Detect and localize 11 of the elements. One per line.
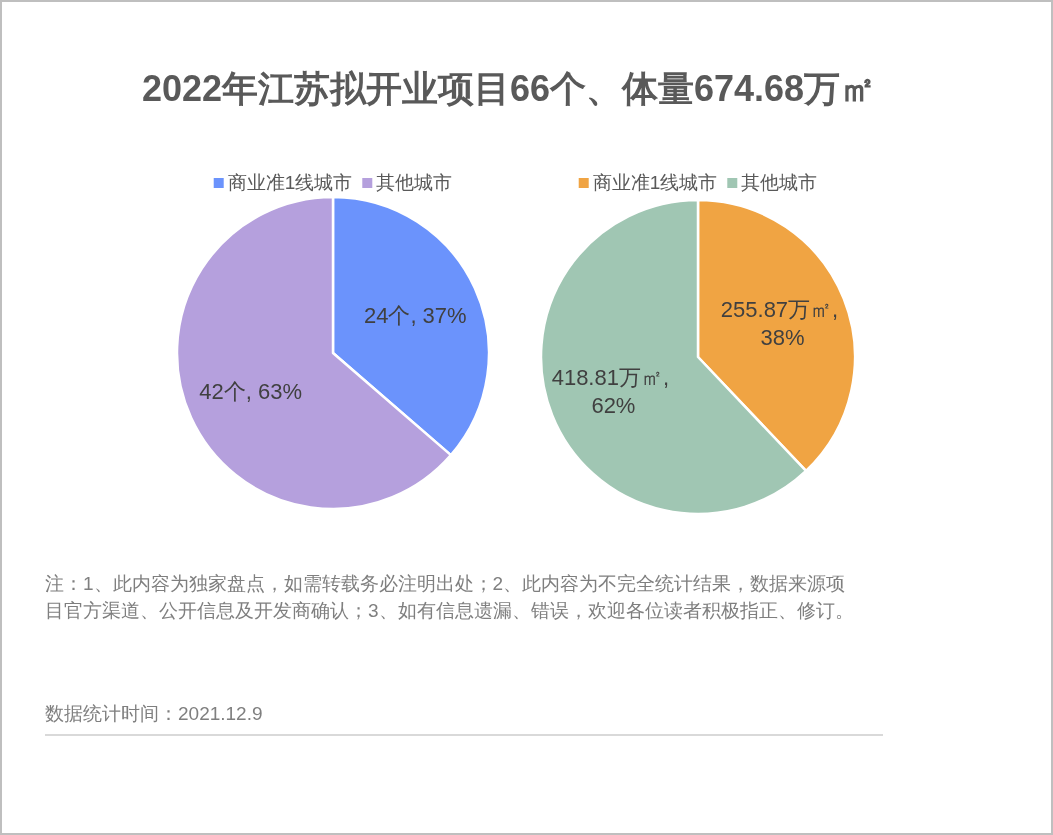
legend-label: 其他城市 [741, 172, 818, 193]
legend-label: 其他城市 [376, 172, 453, 193]
legend-label: 商业准1线城市 [227, 172, 353, 193]
chart-title: 2022年江苏拟开业项目66个、体量674.68万㎡ [141, 68, 877, 109]
data-label: 24个, 37% [363, 303, 467, 329]
data-label: 42个, 63% [199, 378, 303, 404]
data-label: 418.81万㎡, 62% [551, 364, 676, 418]
legend: 商业准1线城市 其他城市 [213, 172, 453, 193]
legend: 商业准1线城市 其他城市 [578, 172, 818, 193]
data-label: 255.87万㎡, 38% [720, 297, 845, 351]
legend-label: 商业准1线城市 [592, 172, 718, 193]
